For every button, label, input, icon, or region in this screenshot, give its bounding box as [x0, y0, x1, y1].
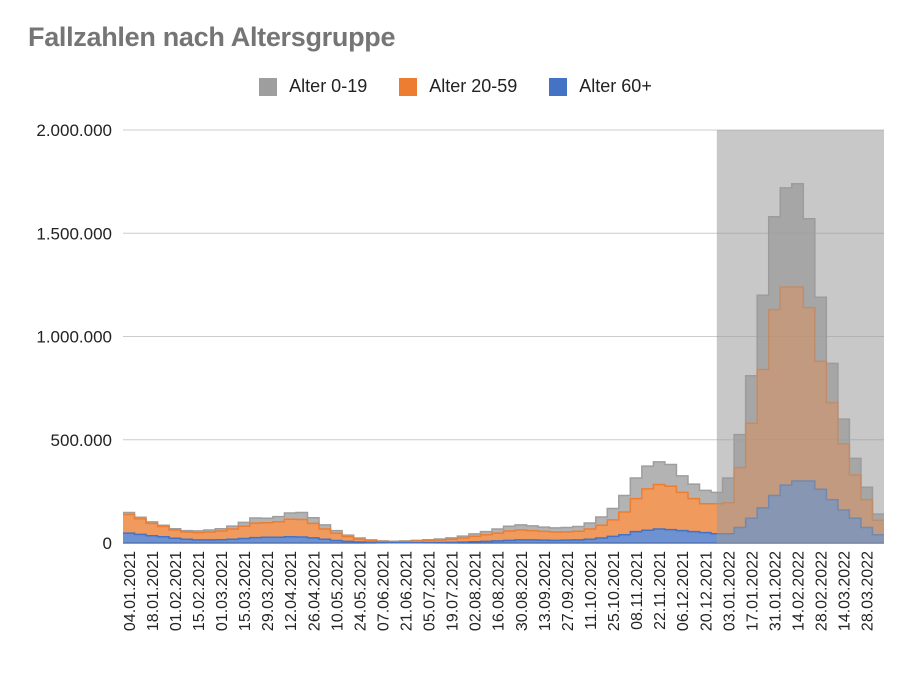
x-tick-label-24: 06.12.2021	[675, 551, 692, 631]
legend-swatch-60plus	[549, 77, 568, 96]
x-tick-label-6: 29.03.2021	[260, 551, 277, 631]
highlight-layer	[716, 130, 884, 543]
x-tick-label-12: 21.06.2021	[398, 551, 415, 631]
x-tick-label-1: 18.01.2021	[145, 551, 162, 631]
x-tick-label-23: 22.11.2021	[652, 551, 669, 630]
chart-title: Fallzahlen nach Altersgruppe	[28, 22, 396, 52]
x-tick-label-14: 19.07.2021	[445, 551, 462, 631]
x-tick-label-22: 08.11.2021	[629, 551, 646, 630]
highlight-region	[716, 130, 884, 543]
x-tick-label-27: 17.01.2022	[744, 551, 761, 631]
x-tick-label-11: 07.06.2021	[375, 551, 392, 631]
x-tick-label-9: 10.05.2021	[329, 551, 346, 631]
legend-item-0-19[interactable]: Alter 0-19	[259, 76, 367, 97]
axis-layer: 0 500.000 1.000.000 1.500.000 2.000.000 04.01…	[36, 121, 876, 631]
x-tick-label-0: 04.01.2021	[122, 551, 139, 631]
x-tick-label-32: 28.03.2022	[860, 551, 877, 631]
x-tick-label-7: 12.04.2021	[283, 551, 300, 631]
x-tick-label-30: 28.02.2022	[814, 551, 831, 631]
legend-label-20-59: Alter 20-59	[429, 76, 518, 96]
x-tick-label-4: 01.03.2021	[214, 551, 231, 631]
x-tick-label-3: 15.02.2021	[191, 551, 208, 631]
x-tick-label-25: 20.12.2021	[698, 551, 715, 631]
y-tick-label-3: 1.500.000	[36, 224, 112, 243]
x-tick-label-28: 31.01.2022	[767, 551, 784, 631]
legend: Alter 0-19 Alter 20-59 Alter 60+	[0, 76, 911, 97]
x-tick-label-31: 14.03.2022	[837, 551, 854, 631]
legend-item-60plus[interactable]: Alter 60+	[549, 76, 652, 97]
x-tick-label-18: 13.09.2021	[537, 551, 554, 631]
x-tick-label-8: 26.04.2021	[306, 551, 323, 631]
x-tick-label-5: 15.03.2021	[237, 551, 254, 631]
x-tick-label-29: 14.02.2022	[791, 551, 808, 631]
x-tick-label-2: 01.02.2021	[168, 551, 185, 631]
y-tick-label-0: 0	[103, 534, 112, 553]
x-tick-label-19: 27.09.2021	[560, 551, 577, 631]
x-tick-label-20: 11.10.2021	[583, 551, 600, 630]
x-tick-label-16: 16.08.2021	[491, 551, 508, 631]
y-tick-label-4: 2.000.000	[36, 121, 112, 140]
y-tick-label-1: 500.000	[51, 431, 112, 450]
x-tick-label-26: 03.01.2022	[721, 551, 738, 631]
legend-swatch-20-59	[399, 77, 418, 96]
x-tick-label-10: 24.05.2021	[352, 551, 369, 631]
x-tick-label-21: 25.10.2021	[606, 551, 623, 631]
legend-item-20-59[interactable]: Alter 20-59	[399, 76, 517, 97]
x-tick-label-17: 30.08.2021	[514, 551, 531, 631]
x-tick-label-13: 05.07.2021	[422, 551, 439, 631]
x-tick-label-15: 02.08.2021	[468, 551, 485, 631]
y-tick-label-2: 1.000.000	[36, 328, 112, 347]
legend-label-60plus: Alter 60+	[579, 76, 652, 96]
legend-swatch-0-19	[259, 77, 278, 96]
legend-label-0-19: Alter 0-19	[289, 76, 368, 96]
